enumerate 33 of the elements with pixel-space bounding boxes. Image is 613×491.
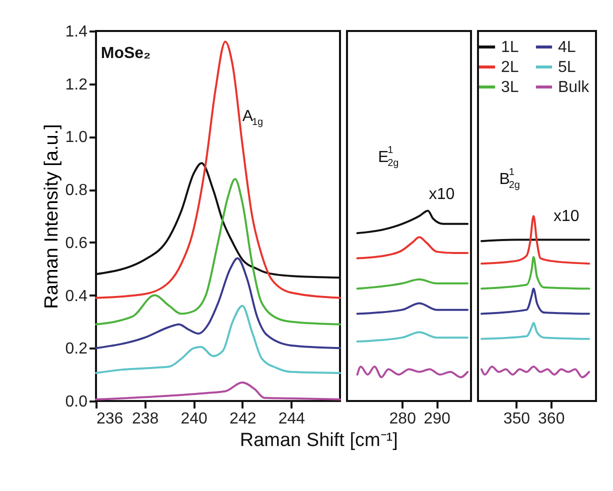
- line-series: [95, 382, 341, 400]
- legend-label: 3L: [501, 79, 519, 96]
- legend-label: 2L: [501, 59, 519, 76]
- x-axis-title: Raman Shift [cm⁻¹]: [240, 430, 398, 451]
- y-tick-label: 1.4: [65, 24, 88, 40]
- annotation: MoSe₂: [100, 45, 151, 62]
- x-tick-label: 238: [132, 410, 159, 428]
- y-tick-label: 1.2: [65, 76, 88, 94]
- x-tick-label: 240: [180, 410, 208, 428]
- x-tick-label: 236: [96, 410, 124, 428]
- y-tick-label: 0.8: [65, 182, 88, 200]
- y-tick-label: 0.4: [65, 288, 88, 305]
- x-tick-label: 280: [389, 410, 416, 428]
- y-tick-label: 0.0: [65, 394, 88, 410]
- y-tick-label: 0.6: [65, 234, 88, 252]
- line-series: [95, 40, 341, 299]
- line-series: [95, 178, 341, 326]
- annotation: x10: [428, 186, 455, 203]
- y-axis-title: Raman Intensity [a.u.]: [41, 124, 62, 309]
- legend-label: Bulk: [558, 79, 590, 96]
- x-tick-label: 242: [230, 410, 256, 428]
- y-tick-label: 0.2: [65, 340, 88, 358]
- legend-label: 1L: [501, 39, 519, 56]
- legend-label: 4L: [558, 39, 576, 56]
- legend-label: 5L: [558, 59, 576, 76]
- x-tick-label: 350: [503, 410, 530, 428]
- x-tick-label: 290: [424, 410, 450, 428]
- y-tick-label: 1.0: [65, 129, 88, 146]
- x-tick-label: 360: [538, 410, 565, 428]
- line-series: [95, 304, 341, 374]
- line-series: [95, 257, 341, 350]
- annotation: x10: [554, 208, 580, 225]
- x-tick-label: 244: [278, 410, 306, 428]
